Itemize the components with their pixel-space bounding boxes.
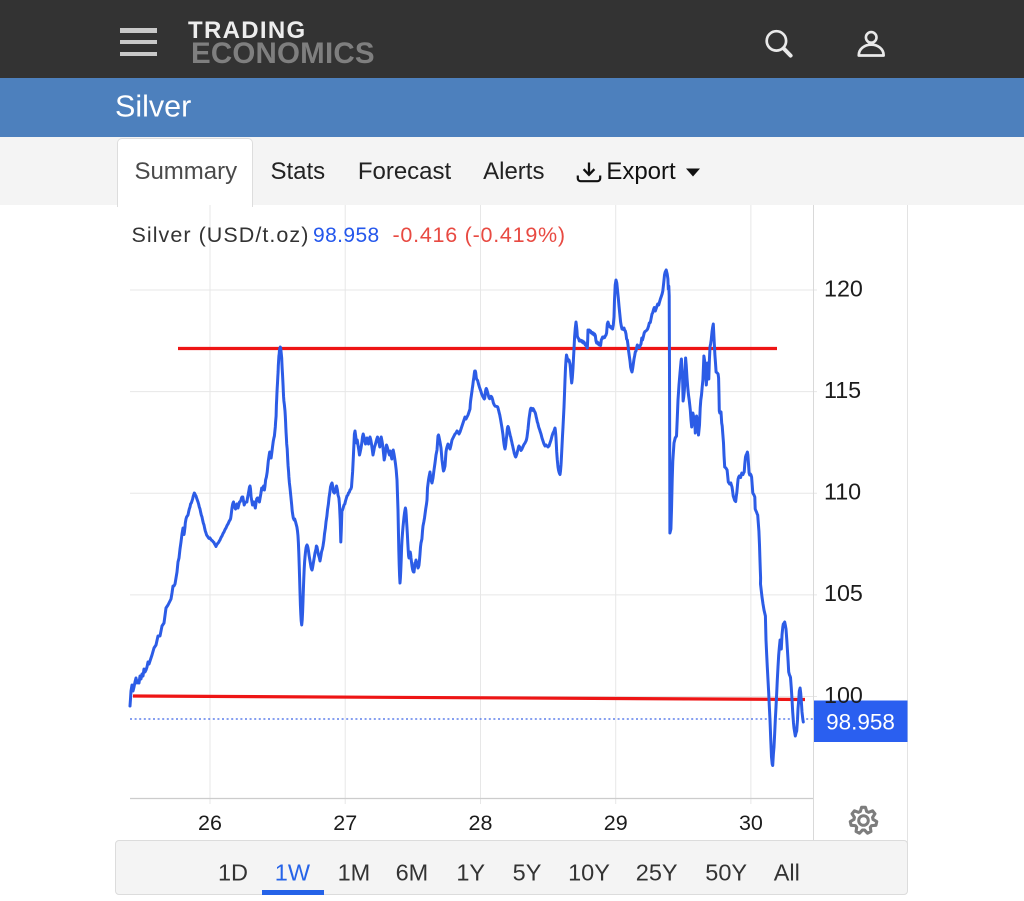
svg-text:28: 28 (469, 811, 493, 835)
svg-text:120: 120 (824, 275, 863, 301)
svg-text:29: 29 (604, 811, 628, 835)
svg-text:100: 100 (824, 682, 863, 708)
svg-text:98.958: 98.958 (826, 710, 895, 735)
svg-text:Silver (USD/t.oz): Silver (USD/t.oz) (132, 223, 310, 247)
svg-text:98.958: 98.958 (313, 224, 380, 247)
svg-text:-0.416 (-0.419%): -0.416 (-0.419%) (393, 223, 566, 247)
svg-text:30: 30 (739, 811, 763, 835)
svg-text:105: 105 (824, 580, 863, 606)
svg-text:26: 26 (198, 811, 222, 835)
svg-text:115: 115 (824, 377, 861, 403)
svg-text:27: 27 (333, 811, 357, 835)
svg-text:110: 110 (824, 479, 861, 505)
